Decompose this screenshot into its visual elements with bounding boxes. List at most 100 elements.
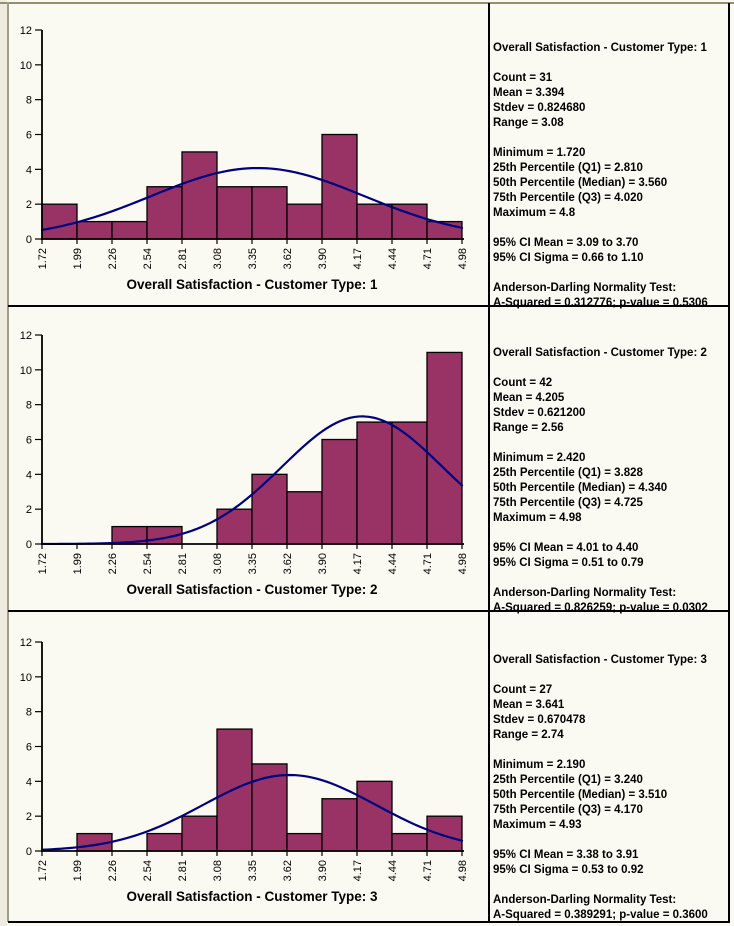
stat-line: Mean = 3.394 [493, 87, 565, 99]
stat-line: Anderson-Darling Normality Test: [493, 282, 677, 294]
stats-summary-group: Count = 27 Mean = 3.641 Stdev = 0.670478 Ra… [493, 683, 727, 743]
x-tick-label: 2.26 [107, 553, 119, 574]
x-tick-label: 4.71 [422, 553, 434, 574]
normal-curve [40, 415, 464, 546]
x-tick-label: 3.35 [247, 553, 259, 574]
stats-summary-group: Count = 42 Mean = 4.205 Stdev = 0.621200 Ra… [493, 376, 727, 436]
histogram-bar [321, 798, 358, 852]
histogram-bar [426, 351, 463, 545]
stats-normality-group: Anderson-Darling Normality Test: A-Square… [493, 281, 727, 311]
x-tick-label: 3.35 [247, 860, 259, 881]
histogram-bar [181, 151, 218, 240]
stat-line: Range = 3.08 [493, 117, 564, 129]
stats-panel-customer-type-1: Overall Satisfaction - Customer Type: 1 … [493, 3, 727, 309]
stat-line: 50th Percentile (Median) = 3.510 [493, 789, 668, 801]
histogram-bar [286, 203, 323, 240]
x-tick-label: 3.62 [282, 248, 294, 269]
x-tick-label: 3.35 [247, 248, 259, 269]
x-tick-label: 2.26 [107, 860, 119, 881]
stat-line: 95% CI Mean = 3.38 to 3.91 [493, 849, 639, 861]
y-tick-label: 6 [26, 435, 32, 447]
normal-curve [40, 773, 464, 851]
stat-line: 75th Percentile (Q3) = 4.020 [493, 192, 643, 204]
histogram-bar [111, 220, 148, 240]
x-tick-label: 3.08 [212, 553, 224, 574]
x-tick-label: 1.72 [37, 553, 49, 574]
x-tick-label: 4.98 [457, 248, 469, 269]
stat-line: Maximum = 4.93 [493, 819, 582, 831]
histogram-bar [76, 220, 113, 240]
histogram-bar [181, 815, 218, 852]
stat-line: Minimum = 1.720 [493, 147, 586, 159]
table-border-vertical-1 [488, 3, 490, 922]
table-border-horizontal-2 [8, 610, 730, 612]
stat-line: Range = 2.74 [493, 729, 564, 741]
stats-normality-group: Anderson-Darling Normality Test: A-Square… [493, 586, 727, 616]
x-tick-label: 4.17 [352, 248, 364, 269]
x-tick-label: 3.90 [317, 860, 329, 881]
stat-line: 50th Percentile (Median) = 3.560 [493, 177, 668, 189]
stat-line: 95% CI Mean = 3.09 to 3.70 [493, 237, 639, 249]
table-border-vertical-2 [728, 3, 730, 922]
histogram-bar [356, 421, 393, 545]
x-tick-label: 1.99 [72, 553, 84, 574]
y-tick-label: 2 [26, 199, 32, 211]
y-tick-label: 8 [26, 95, 32, 107]
x-tick-label: 2.54 [142, 860, 154, 881]
x-tick-label: 1.72 [37, 248, 49, 269]
stat-line: Range = 2.56 [493, 422, 564, 434]
histogram-bar [356, 780, 393, 852]
x-tick-label: 4.17 [352, 553, 364, 574]
x-tick-label: 4.44 [387, 553, 399, 574]
histogram-chart-customer-type-1: 0 2 4 6 8 10 12 1.72 1.99 2.26 2.54 2.81 3.08 3.35 3.6… [8, 3, 488, 303]
y-tick-label: 12 [20, 330, 32, 342]
x-tick-label: 2.54 [142, 553, 154, 574]
frame-top-border [0, 2, 734, 4]
frame-left-border [7, 2, 9, 922]
y-tick-label: 8 [26, 400, 32, 412]
histogram-bar [251, 473, 288, 545]
x-tick-label: 4.44 [387, 248, 399, 269]
stats-panel-customer-type-3: Overall Satisfaction - Customer Type: 3 … [493, 615, 727, 923]
stat-line: 95% CI Sigma = 0.53 to 0.92 [493, 864, 644, 876]
histogram-bar [321, 438, 358, 545]
histogram-bar [216, 508, 253, 545]
stat-line: 25th Percentile (Q1) = 2.810 [493, 162, 643, 174]
stats-quartiles-group: Minimum = 2.420 25th Percentile (Q1) = 3.… [493, 451, 727, 526]
y-tick-label: 12 [20, 637, 32, 649]
stat-line: 95% CI Mean = 4.01 to 4.40 [493, 542, 639, 554]
stat-line: 75th Percentile (Q3) = 4.725 [493, 497, 643, 509]
x-tick-label: 4.17 [352, 860, 364, 881]
y-tick-label: 12 [20, 25, 32, 37]
stat-line: Stdev = 0.621200 [493, 407, 586, 419]
histogram-bar [286, 832, 323, 852]
stats-normality-group: Anderson-Darling Normality Test: A-Square… [493, 893, 727, 923]
x-tick-label: 3.90 [317, 553, 329, 574]
y-tick-label: 6 [26, 742, 32, 754]
normal-curve [40, 166, 464, 232]
histogram-chart-customer-type-3: 0 2 4 6 8 10 12 1.72 1.99 2.26 2.54 2.81 3.08 3.35 3.6… [8, 615, 488, 920]
chart-title: Overall Satisfaction - Customer Type: 2 [126, 582, 377, 597]
table-border-horizontal-3 [8, 921, 730, 923]
x-tick-label: 1.99 [72, 860, 84, 881]
stat-line: 75th Percentile (Q3) = 4.170 [493, 804, 643, 816]
y-tick-label: 2 [26, 811, 32, 823]
stat-line: Anderson-Darling Normality Test: [493, 587, 677, 599]
histogram-bar [216, 186, 253, 240]
y-tick-label: 6 [26, 130, 32, 142]
stat-line: 25th Percentile (Q1) = 3.828 [493, 467, 643, 479]
x-tick-label: 3.62 [282, 553, 294, 574]
stats-title: Overall Satisfaction - Customer Type: 2 [493, 347, 707, 359]
x-tick-label: 4.71 [422, 860, 434, 881]
stat-line: 95% CI Sigma = 0.66 to 1.10 [493, 252, 644, 264]
y-tick-label: 0 [26, 539, 32, 551]
histogram-svg: 0 2 4 6 8 10 12 1.72 1.99 2.26 2.54 2.81 3.08 3.35 3.6… [20, 637, 469, 904]
x-tick-label: 3.08 [212, 248, 224, 269]
x-tick-label: 1.99 [72, 248, 84, 269]
y-tick-label: 2 [26, 504, 32, 516]
stat-line: A-Squared = 0.312776; p-value = 0.5306 [493, 297, 708, 309]
stats-confidence-group: 95% CI Mean = 3.09 to 3.70 95% CI Sigma =… [493, 236, 727, 266]
stats-quartiles-group: Minimum = 2.190 25th Percentile (Q1) = 3.… [493, 758, 727, 833]
x-tick-label: 4.98 [457, 553, 469, 574]
